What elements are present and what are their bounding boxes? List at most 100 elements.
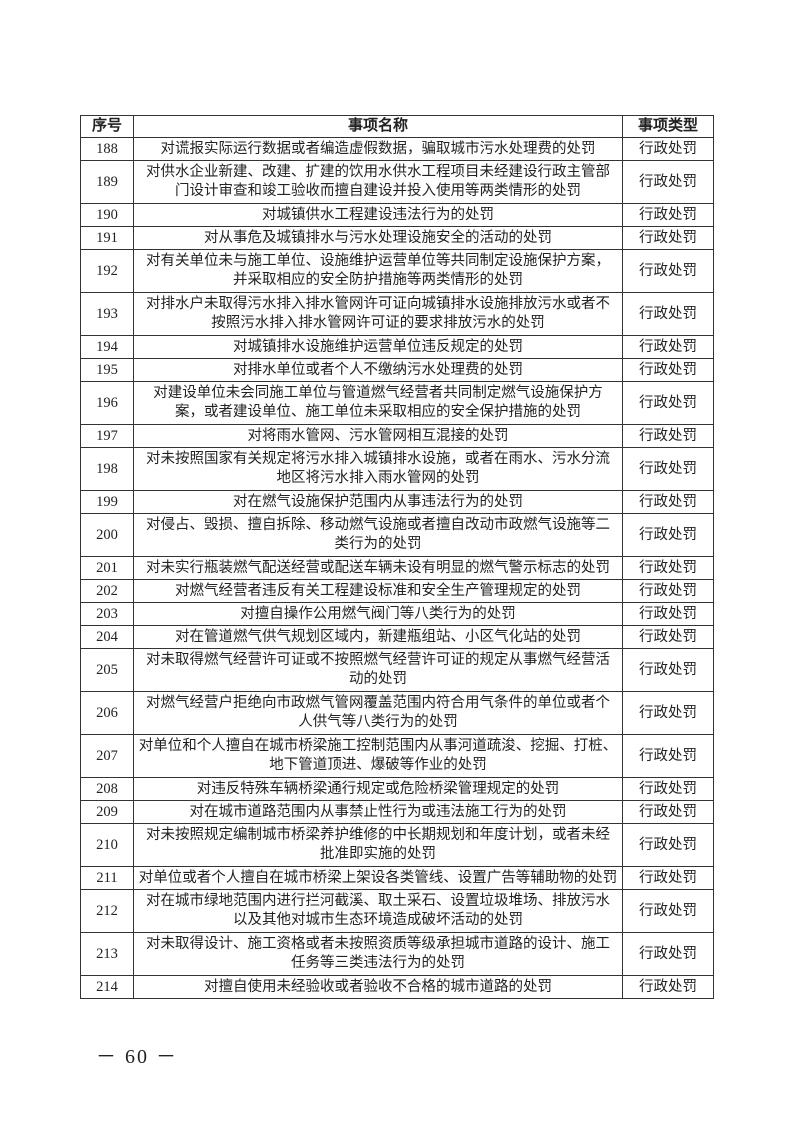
row-item-name: 对侵占、毁损、擅自拆除、移动燃气设施或者擅自改动市政燃气设施等二 类行为的处罚 [133, 513, 623, 557]
page-number: － 60 － [96, 1046, 178, 1068]
table-row: 189 对供水企业新建、改建、扩建的饮用水供水工程项目未经建设行政主管部 门设计审… [80, 160, 714, 204]
row-item-name: 对供水企业新建、改建、扩建的饮用水供水工程项目未经建设行政主管部 门设计审查和竣… [133, 160, 623, 204]
table-row: 201 对未实行瓶装燃气配送经营或配送车辆未设有明显的燃气警示标志的处罚 行政处罚 [80, 556, 714, 580]
row-item-name: 对城镇供水工程建设违法行为的处罚 [133, 203, 623, 227]
row-item-type: 行政处罚 [622, 800, 714, 824]
row-item-type: 行政处罚 [622, 447, 714, 491]
table-row: 214 对擅自使用未经验收或者验收不合格的城市道路的处罚 行政处罚 [80, 975, 714, 999]
row-number: 190 [80, 203, 134, 227]
row-item-name: 对在燃气设施保护范围内从事违法行为的处罚 [133, 490, 623, 514]
row-item-name: 对将雨水管网、污水管网相互混接的处罚 [133, 424, 623, 448]
table-row: 198 对未按照国家有关规定将污水排入城镇排水设施，或者在雨水、污水分流 地区将污… [80, 447, 714, 491]
row-item-type: 行政处罚 [622, 226, 714, 250]
row-number: 198 [80, 447, 134, 491]
row-number: 195 [80, 358, 134, 382]
table-row: 203 对擅自操作公用燃气阀门等八类行为的处罚 行政处罚 [80, 602, 714, 626]
row-number: 196 [80, 381, 134, 425]
row-item-type: 行政处罚 [622, 691, 714, 735]
table-row: 205 对未取得燃气经营许可证或不按照燃气经营许可证的规定从事燃气经营活 动的处罚… [80, 648, 714, 692]
table-row: 209 对在城市道路范围内从事禁止性行为或违法施工行为的处罚 行政处罚 [80, 800, 714, 824]
row-item-type: 行政处罚 [622, 381, 714, 425]
row-item-type: 行政处罚 [622, 335, 714, 359]
row-item-type: 行政处罚 [622, 734, 714, 778]
table-row: 211 对单位或者个人擅自在城市桥梁上架设各类管线、设置广告等辅助物的处罚 行政处罚 [80, 866, 714, 890]
row-item-name: 对在管道燃气供气规划区域内，新建瓶组站、小区气化站的处罚 [133, 625, 623, 649]
row-item-type: 行政处罚 [622, 249, 714, 293]
row-item-name: 对在城市道路范围内从事禁止性行为或违法施工行为的处罚 [133, 800, 623, 824]
row-item-name: 对排水单位或者个人不缴纳污水处理费的处罚 [133, 358, 623, 382]
row-item-type: 行政处罚 [622, 866, 714, 890]
row-item-type: 行政处罚 [622, 975, 714, 999]
row-item-type: 行政处罚 [622, 358, 714, 382]
row-item-name: 对单位或者个人擅自在城市桥梁上架设各类管线、设置广告等辅助物的处罚 [133, 866, 623, 890]
row-item-type: 行政处罚 [622, 160, 714, 204]
row-number: 194 [80, 335, 134, 359]
row-item-name: 对单位和个人擅自在城市桥梁施工控制范围内从事河道疏浚、挖掘、打桩、 地下管道顶进… [133, 734, 623, 778]
row-number: 193 [80, 292, 134, 336]
table-row: 197 对将雨水管网、污水管网相互混接的处罚 行政处罚 [80, 424, 714, 448]
row-item-name: 对排水户未取得污水排入排水管网许可证向城镇排水设施排放污水或者不 按照污水排入排… [133, 292, 623, 336]
row-item-type: 行政处罚 [622, 579, 714, 603]
table-row: 194 对城镇排水设施维护运营单位违反规定的处罚 行政处罚 [80, 335, 714, 359]
row-number: 213 [80, 932, 134, 976]
row-item-name: 对谎报实际运行数据或者编造虚假数据，骗取城市污水处理费的处罚 [133, 137, 623, 161]
row-number: 210 [80, 823, 134, 867]
row-number: 197 [80, 424, 134, 448]
table-row: 190 对城镇供水工程建设违法行为的处罚 行政处罚 [80, 203, 714, 227]
row-item-name: 对城镇排水设施维护运营单位违反规定的处罚 [133, 335, 623, 359]
table-row: 192 对有关单位未与施工单位、设施维护运营单位等共同制定设施保护方案， 并采取相… [80, 249, 714, 293]
table-row: 195 对排水单位或者个人不缴纳污水处理费的处罚 行政处罚 [80, 358, 714, 382]
row-item-type: 行政处罚 [622, 424, 714, 448]
row-number: 214 [80, 975, 134, 999]
row-number: 191 [80, 226, 134, 250]
row-item-type: 行政处罚 [622, 823, 714, 867]
row-number: 189 [80, 160, 134, 204]
row-item-name: 对燃气经营者违反有关工程建设标准和安全生产管理规定的处罚 [133, 579, 623, 603]
row-item-type: 行政处罚 [622, 889, 714, 933]
table-row: 208 对违反特殊车辆桥梁通行规定或危险桥梁管理规定的处罚 行政处罚 [80, 777, 714, 801]
row-number: 212 [80, 889, 134, 933]
table-row: 210 对未按照规定编制城市桥梁养护维修的中长期规划和年度计划，或者未经 批准即实… [80, 823, 714, 867]
row-item-type: 行政处罚 [622, 556, 714, 580]
row-item-name: 对从事危及城镇排水与污水处理设施安全的活动的处罚 [133, 226, 623, 250]
table-row: 212 对在城市绿地范围内进行拦河截溪、取土采石、设置垃圾堆场、排放污水 以及其他… [80, 889, 714, 933]
row-number: 205 [80, 648, 134, 692]
header-number: 序号 [80, 115, 134, 138]
row-item-name: 对未实行瓶装燃气配送经营或配送车辆未设有明显的燃气警示标志的处罚 [133, 556, 623, 580]
row-item-type: 行政处罚 [622, 648, 714, 692]
items-table: 序号 事项名称 事项类型 188 对谎报实际运行数据或者编造虚假数据，骗取城市污水… [80, 115, 714, 999]
row-item-name: 对擅自操作公用燃气阀门等八类行为的处罚 [133, 602, 623, 626]
row-number: 207 [80, 734, 134, 778]
row-number: 200 [80, 513, 134, 557]
row-number: 192 [80, 249, 134, 293]
row-item-type: 行政处罚 [622, 203, 714, 227]
row-item-name: 对在城市绿地范围内进行拦河截溪、取土采石、设置垃圾堆场、排放污水 以及其他对城市… [133, 889, 623, 933]
row-item-name: 对建设单位未会同施工单位与管道燃气经营者共同制定燃气设施保护方 案，或者建设单位… [133, 381, 623, 425]
row-item-name: 对未取得燃气经营许可证或不按照燃气经营许可证的规定从事燃气经营活 动的处罚 [133, 648, 623, 692]
row-number: 201 [80, 556, 134, 580]
table-row: 204 对在管道燃气供气规划区域内，新建瓶组站、小区气化站的处罚 行政处罚 [80, 625, 714, 649]
row-item-type: 行政处罚 [622, 602, 714, 626]
row-item-name: 对未取得设计、施工资格或者未按照资质等级承担城市道路的设计、施工 任务等三类违法… [133, 932, 623, 976]
row-item-name: 对燃气经营户拒绝向市政燃气管网覆盖范围内符合用气条件的单位或者个 人供气等八类行… [133, 691, 623, 735]
table-row: 200 对侵占、毁损、擅自拆除、移动燃气设施或者擅自改动市政燃气设施等二 类行为的… [80, 513, 714, 557]
table-row: 202 对燃气经营者违反有关工程建设标准和安全生产管理规定的处罚 行政处罚 [80, 579, 714, 603]
row-item-type: 行政处罚 [622, 292, 714, 336]
row-item-name: 对未按照规定编制城市桥梁养护维修的中长期规划和年度计划，或者未经 批准即实施的处… [133, 823, 623, 867]
table-row: 206 对燃气经营户拒绝向市政燃气管网覆盖范围内符合用气条件的单位或者个 人供气等… [80, 691, 714, 735]
table-row: 196 对建设单位未会同施工单位与管道燃气经营者共同制定燃气设施保护方 案，或者建… [80, 381, 714, 425]
header-item-type: 事项类型 [622, 115, 714, 138]
row-item-type: 行政处罚 [622, 137, 714, 161]
table-row: 207 对单位和个人擅自在城市桥梁施工控制范围内从事河道疏浚、挖掘、打桩、 地下管… [80, 734, 714, 778]
table-row: 193 对排水户未取得污水排入排水管网许可证向城镇排水设施排放污水或者不 按照污水… [80, 292, 714, 336]
row-item-type: 行政处罚 [622, 513, 714, 557]
row-item-type: 行政处罚 [622, 490, 714, 514]
row-item-name: 对有关单位未与施工单位、设施维护运营单位等共同制定设施保护方案， 并采取相应的安… [133, 249, 623, 293]
row-number: 188 [80, 137, 134, 161]
table-row: 188 对谎报实际运行数据或者编造虚假数据，骗取城市污水处理费的处罚 行政处罚 [80, 137, 714, 161]
table-row: 199 对在燃气设施保护范围内从事违法行为的处罚 行政处罚 [80, 490, 714, 514]
row-number: 199 [80, 490, 134, 514]
table-row: 191 对从事危及城镇排水与污水处理设施安全的活动的处罚 行政处罚 [80, 226, 714, 250]
row-number: 209 [80, 800, 134, 824]
row-number: 202 [80, 579, 134, 603]
